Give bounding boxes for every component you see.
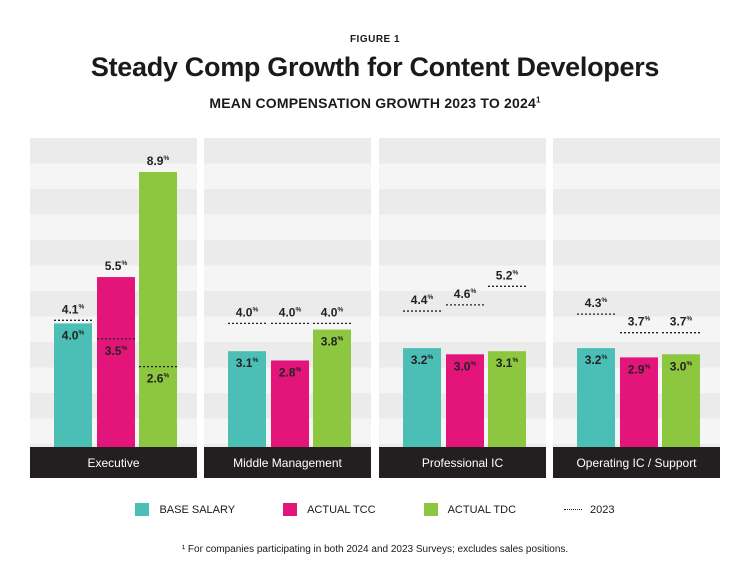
legend-item: ACTUAL TDC (423, 503, 517, 516)
subtitle-footnote-mark: 1 (535, 95, 541, 105)
grid-band (553, 265, 720, 291)
legend-item: ACTUAL TCC (283, 503, 376, 516)
subtitle-text: MEAN COMPENSATION GROWTH 2023 TO 2024 (209, 95, 536, 111)
grid-band (379, 214, 546, 240)
bar-actual-tcc (271, 360, 309, 447)
value-label: 3.2% (411, 353, 434, 367)
value-label: 3.1% (236, 356, 259, 370)
value-label: 3.0% (454, 359, 477, 373)
legend-swatch (135, 503, 150, 516)
bar-base-salary (577, 348, 615, 447)
bar-actual-tdc (488, 351, 526, 447)
prior-2023-label: 4.0% (236, 305, 259, 319)
chart-legend: BASE SALARY ACTUAL TCC ACTUAL TDC 2023 (0, 503, 750, 516)
value-label: 4.0% (62, 328, 85, 342)
bar-actual-tcc (446, 354, 484, 447)
legend-item: BASE SALARY (135, 503, 235, 516)
category-label: Operating IC / Support (576, 456, 697, 470)
grid-band (379, 316, 546, 342)
legend-label: ACTUAL TDC (447, 503, 517, 516)
prior-2023-label: 5.2% (496, 268, 519, 282)
prior-2023-label: 4.0% (279, 305, 302, 319)
bar-actual-tcc (97, 277, 135, 447)
prior-2023-label: 4.4% (411, 293, 434, 307)
grid-band (553, 163, 720, 189)
prior-2023-label: 4.0% (321, 305, 344, 319)
category-label-bar (204, 447, 371, 478)
category-label: Executive (87, 456, 139, 470)
legend-label: ACTUAL TCC (307, 503, 376, 516)
category-label-bar (30, 447, 197, 478)
legend-label: BASE SALARY (159, 503, 236, 516)
legend-swatch (423, 503, 438, 516)
legend-dotted-line (564, 509, 583, 510)
bar-actual-tdc (662, 354, 700, 447)
category-label-bar (379, 447, 546, 478)
prior-2023-label: 3.7% (670, 315, 693, 329)
footnote: ¹ For companies participating in both 20… (181, 544, 569, 555)
value-label: 5.5% (105, 259, 128, 273)
value-label: 2.8% (279, 365, 302, 379)
bar-actual-tdc (139, 171, 177, 448)
grid-band (553, 214, 720, 240)
value-label: 3.0% (670, 359, 693, 373)
grid-band (379, 163, 546, 189)
chart-subtitle: MEAN COMPENSATION GROWTH 2023 TO 20241 (0, 95, 750, 111)
chart-title: Steady Comp Growth for Content Developer… (90, 52, 660, 82)
grid-band (204, 265, 371, 291)
legend-item: 2023 (564, 503, 615, 516)
bar-base-salary (54, 323, 92, 447)
value-label: 3.1% (496, 356, 519, 370)
value-label: 3.8% (321, 335, 344, 349)
category-label-bar (553, 447, 720, 478)
prior-2023-label: 3.5% (105, 344, 128, 358)
grid-band (553, 316, 720, 342)
grid-band (204, 214, 371, 240)
prior-2023-label: 4.3% (585, 296, 608, 310)
figure-label: FIGURE 1 (349, 34, 401, 45)
legend-swatch (283, 503, 298, 516)
bar-chart: Executive 4.0% 4.1% 5.5% 3.5% 8.9% 2.6% Middle … (30, 138, 720, 478)
grid-band (204, 163, 371, 189)
prior-2023-label: 4.1% (62, 302, 85, 316)
prior-2023-label: 3.7% (628, 315, 651, 329)
bar-base-salary (228, 351, 266, 447)
bar-actual-tdc (313, 329, 351, 447)
category-label: Middle Management (233, 456, 342, 470)
value-label: 2.9% (628, 362, 651, 376)
bar-base-salary (403, 348, 441, 447)
value-label: 3.2% (585, 353, 608, 367)
category-label: Professional IC (422, 456, 504, 470)
grid-band (379, 265, 546, 291)
value-label: 8.9% (147, 154, 170, 168)
bar-actual-tcc (620, 357, 658, 447)
prior-2023-label: 2.6% (147, 372, 170, 386)
prior-2023-label: 4.6% (454, 287, 477, 301)
legend-label: 2023 (590, 503, 615, 516)
